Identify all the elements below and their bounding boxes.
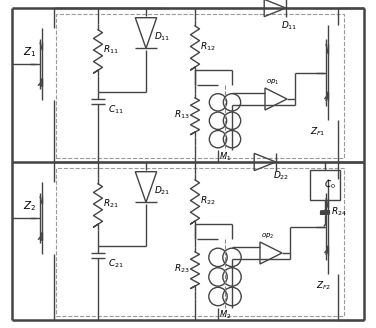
- Text: $R_{21}$: $R_{21}$: [103, 198, 119, 210]
- Text: $Z_{F1}$: $Z_{F1}$: [310, 126, 326, 138]
- Text: $C_{21}$: $C_{21}$: [108, 258, 124, 270]
- Text: $Z_1$: $Z_1$: [23, 45, 37, 59]
- Text: $op_1$: $op_1$: [266, 77, 280, 87]
- Bar: [310, 170, 340, 200]
- Bar: [56, 168, 344, 316]
- Text: $M_2$: $M_2$: [219, 309, 231, 321]
- Text: $R_{23}$: $R_{23}$: [174, 263, 190, 275]
- Text: $C_{11}$: $C_{11}$: [108, 104, 124, 116]
- Text: $R_{22}$: $R_{22}$: [200, 194, 216, 207]
- Text: $R_{24}$: $R_{24}$: [331, 206, 347, 218]
- Text: $R_{13}$: $R_{13}$: [174, 109, 190, 121]
- Text: $Z_2$: $Z_2$: [23, 199, 36, 213]
- Text: $D_{11}$: $D_{11}$: [281, 20, 297, 32]
- Text: $C_0$: $C_0$: [324, 179, 336, 191]
- Text: $D_{11}$: $D_{11}$: [154, 31, 170, 43]
- Text: $Z_{F2}$: $Z_{F2}$: [316, 280, 332, 292]
- Text: $R_{12}$: $R_{12}$: [200, 40, 216, 53]
- Text: $D_{22}$: $D_{22}$: [273, 170, 289, 182]
- Text: $D_{21}$: $D_{21}$: [154, 185, 170, 197]
- Text: $M_1$: $M_1$: [219, 151, 231, 163]
- Bar: [56, 14, 344, 158]
- Text: $op_2$: $op_2$: [261, 231, 275, 241]
- Text: $R_{11}$: $R_{11}$: [103, 44, 119, 56]
